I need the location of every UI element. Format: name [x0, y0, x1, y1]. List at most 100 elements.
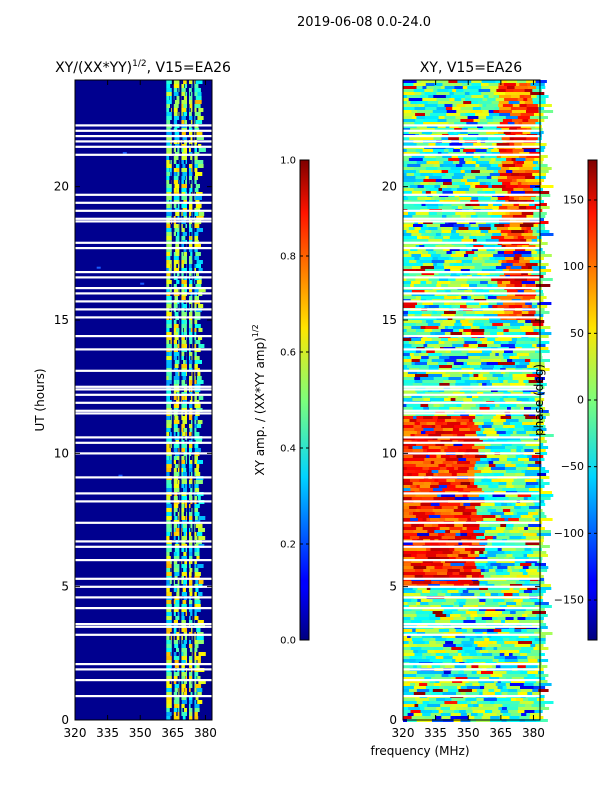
phase-heatmap-cell — [425, 479, 435, 482]
phase-heatmap-cell — [502, 323, 511, 326]
amplitude-heatmap-cell — [166, 232, 172, 236]
phase-heatmap-cell — [446, 362, 455, 365]
phase-heatmap-cell — [403, 296, 417, 299]
phase-heatmap-cell — [496, 509, 504, 512]
phase-heatmap-cell — [492, 653, 501, 656]
phase-heatmap-cell — [420, 173, 434, 176]
amplitude-heatmap-cell — [180, 564, 185, 568]
phase-heatmap-cell — [508, 101, 521, 104]
phase-heatmap-cell — [506, 158, 513, 161]
phase-heatmap-cell — [531, 704, 545, 707]
phase-heatmap-cell — [484, 497, 497, 500]
amplitude-heatmap-cell — [166, 116, 173, 120]
phase-heatmap-cell — [403, 323, 417, 326]
phase-heatmap-cell — [518, 524, 529, 527]
phase-heatmap-cell — [403, 341, 410, 344]
flagged-row — [75, 441, 212, 444]
phase-heatmap-cell — [491, 458, 500, 461]
phase-heatmap-cell — [489, 590, 502, 593]
phase-heatmap-cell — [440, 707, 451, 710]
phase-heatmap-cell — [417, 185, 425, 188]
phase-heatmap-cell — [403, 554, 412, 557]
amplitude-heatmap-cell — [166, 416, 171, 420]
phase-heatmap-cell — [478, 197, 492, 200]
phase-heatmap-cell — [414, 653, 423, 656]
phase-heatmap-cell — [403, 311, 409, 314]
amplitude-heatmap-cell — [188, 684, 196, 688]
phase-heatmap-cell — [422, 635, 434, 638]
phase-heatmap-cell — [502, 104, 514, 107]
flagged-row — [403, 545, 540, 548]
amplitude-heatmap-cell — [173, 288, 179, 292]
phase-heatmap-cell — [499, 605, 508, 608]
phase-heatmap-cell — [514, 566, 524, 569]
phase-heatmap-cell — [515, 698, 524, 701]
phase-heatmap-cell — [430, 128, 436, 131]
amplitude-heatmap-cell — [187, 248, 193, 252]
phase-heatmap-cell — [440, 548, 450, 551]
phase-heatmap-cell — [535, 350, 550, 353]
phase-heatmap-cell — [479, 203, 489, 206]
phase-heatmap-cell — [513, 89, 526, 92]
phase-heatmap-cell — [448, 89, 453, 92]
amplitude-heatmap-cell — [195, 588, 199, 592]
phase-heatmap-cell — [503, 398, 518, 401]
amplitude-heatmap-cell — [177, 588, 181, 592]
amplitude-heatmap-cell — [179, 320, 185, 324]
phase-heatmap-cell — [520, 239, 527, 242]
phase-heatmap-cell — [494, 320, 507, 323]
phase-heatmap-cell — [486, 149, 492, 152]
phase-heatmap-cell — [477, 248, 488, 251]
phase-heatmap-cell — [506, 80, 518, 83]
phase-heatmap-cell — [451, 416, 463, 419]
phase-heatmap-cell — [512, 554, 518, 557]
phase-heatmap-cell — [450, 671, 459, 674]
y-tick-label: 10 — [54, 446, 69, 460]
amplitude-heatmap-cell — [179, 676, 185, 680]
phase-heatmap-cell — [531, 365, 545, 368]
phase-heatmap-cell — [442, 320, 457, 323]
phase-heatmap-cell — [535, 164, 548, 167]
phase-heatmap-cell — [431, 338, 442, 341]
phase-heatmap-cell — [403, 167, 415, 170]
phase-heatmap-cell — [445, 464, 453, 467]
phase-heatmap-cell — [413, 692, 426, 695]
flagged-row — [403, 668, 540, 671]
amplitude-heatmap-cell — [166, 188, 174, 192]
phase-heatmap-cell — [462, 524, 469, 527]
amplitude-heatmap-cell — [194, 656, 201, 660]
phase-heatmap-cell — [459, 551, 472, 554]
phase-heatmap-cell — [407, 374, 416, 377]
amplitude-heatmap-cell — [166, 372, 174, 376]
phase-heatmap-cell — [457, 686, 462, 689]
phase-heatmap-cell — [526, 569, 538, 572]
phase-heatmap-cell — [455, 311, 467, 314]
phase-heatmap-cell — [419, 260, 433, 263]
phase-heatmap-cell — [436, 251, 448, 254]
amplitude-heatmap-cell — [191, 508, 199, 512]
amplitude-heatmap-cell — [189, 480, 196, 484]
phase-heatmap-cell — [525, 179, 539, 182]
phase-heatmap-cell — [519, 173, 533, 176]
phase-heatmap-cell — [531, 251, 538, 254]
amplitude-heatmap-cell — [196, 272, 199, 276]
phase-heatmap-cell — [538, 491, 552, 494]
phase-heatmap-cell — [531, 302, 538, 305]
phase-heatmap-cell — [518, 635, 530, 638]
amplitude-heatmap-cell — [182, 432, 186, 436]
phase-heatmap-cell — [519, 83, 528, 86]
amplitude-heatmap-cell — [166, 212, 173, 216]
phase-heatmap-cell — [428, 374, 443, 377]
phase-heatmap-cell — [473, 206, 486, 209]
phase-heatmap-cell — [483, 713, 498, 716]
phase-heatmap-cell — [524, 473, 538, 476]
phase-heatmap-cell — [525, 302, 533, 305]
phase-heatmap-cell — [443, 179, 453, 182]
phase-heatmap-cell — [472, 107, 482, 110]
phase-heatmap-cell — [408, 605, 418, 608]
amplitude-heatmap-cell — [194, 104, 201, 108]
amplitude-heatmap-cell — [173, 344, 178, 348]
amplitude-heatmap-cell — [166, 364, 172, 368]
phase-heatmap-cell — [531, 446, 539, 449]
phase-heatmap-cell — [501, 215, 514, 218]
